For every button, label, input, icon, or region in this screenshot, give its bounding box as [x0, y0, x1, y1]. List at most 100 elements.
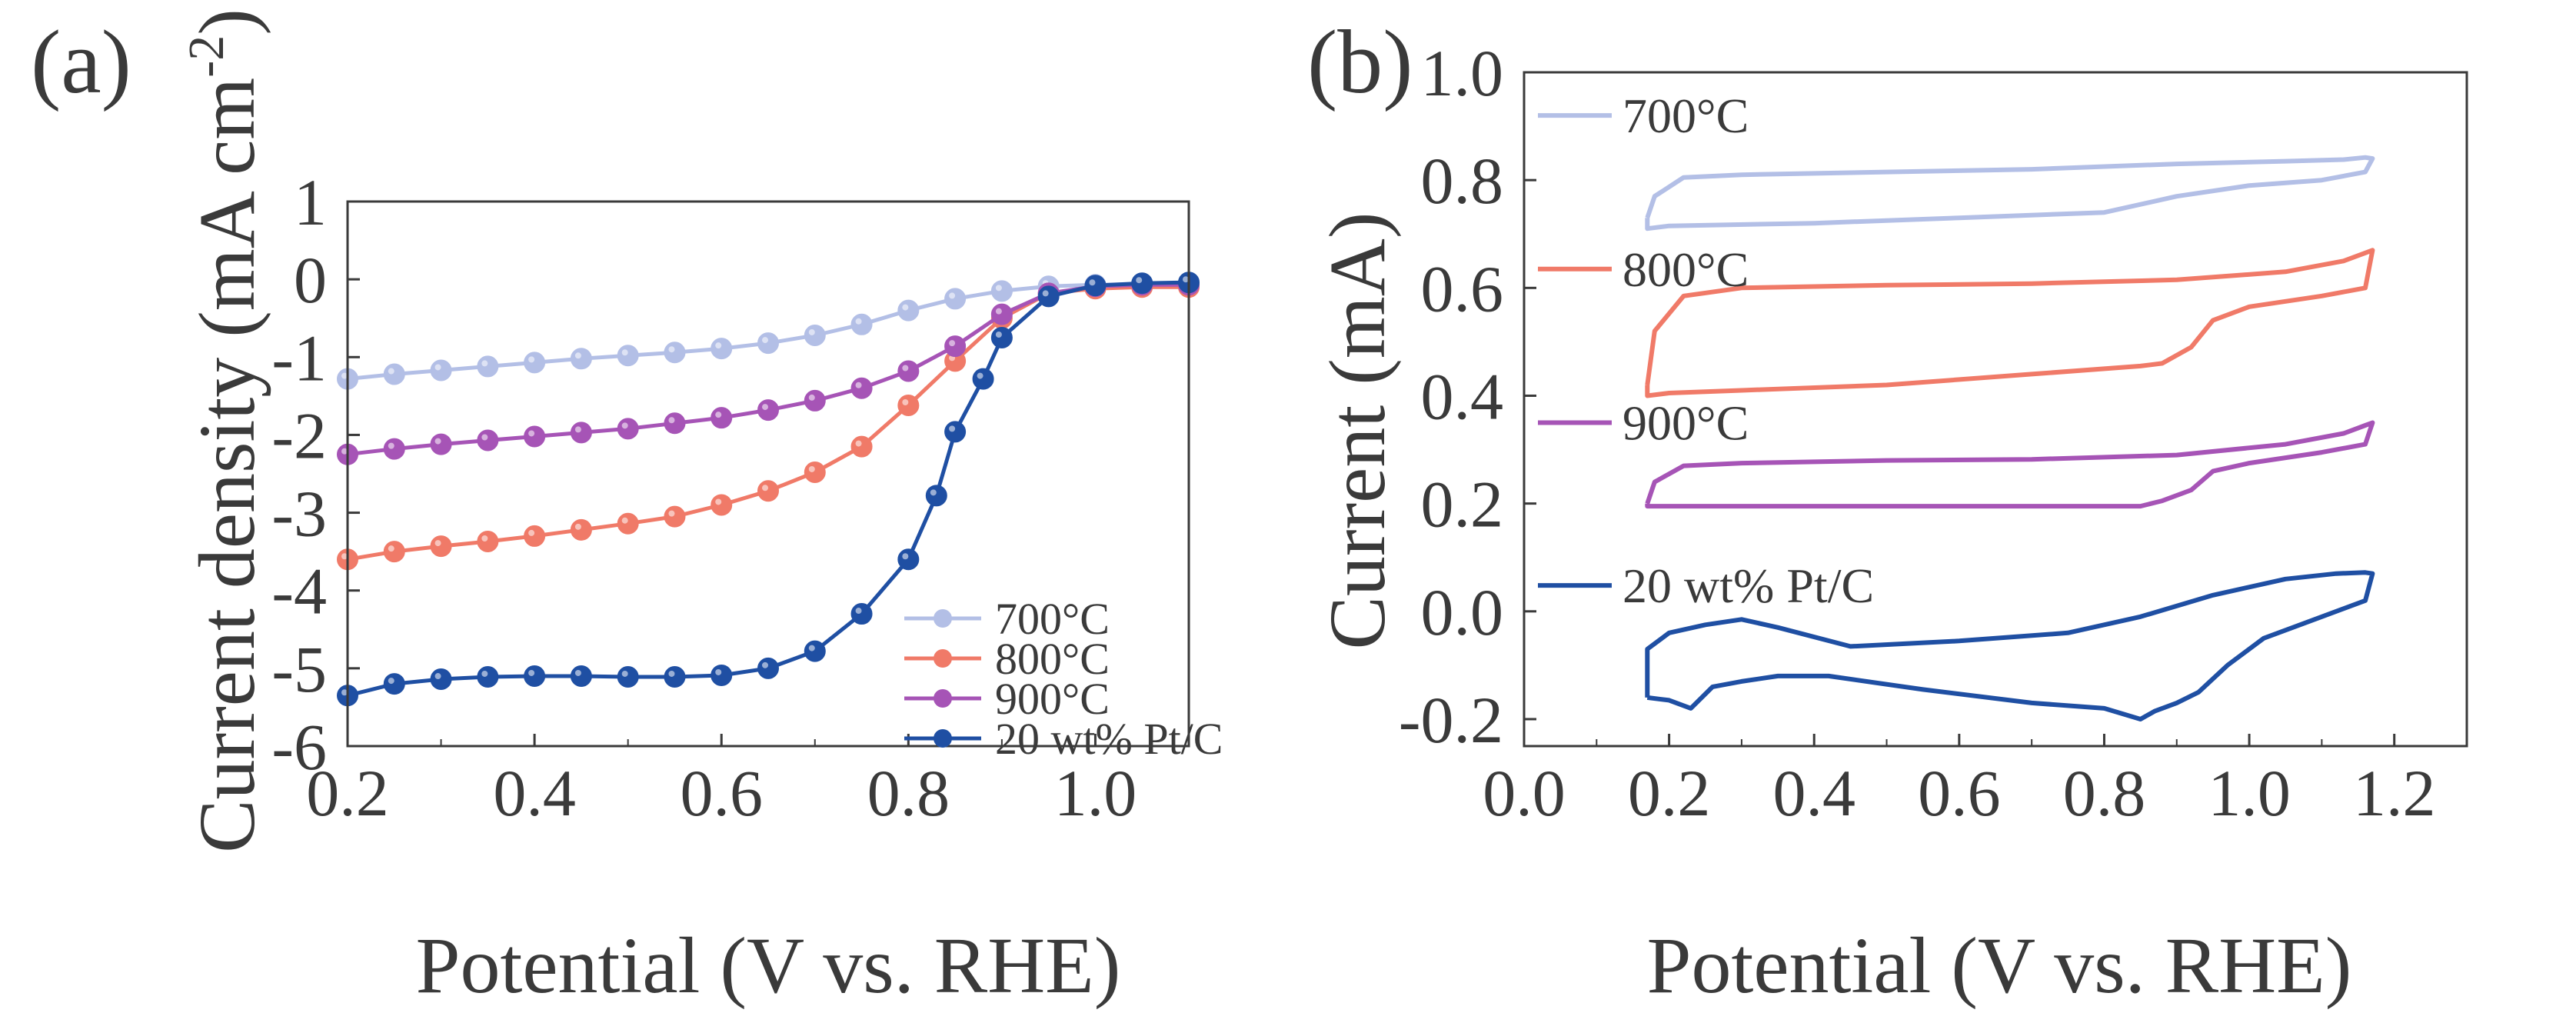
- panel-b-ylabel: Current (mA): [1313, 212, 1402, 650]
- panel-a-point-900-c: [617, 418, 639, 440]
- panel-a-point-20-wt-pt-c: [570, 665, 592, 687]
- panel-a-frame: [346, 200, 1190, 748]
- panel-a-point-highlight: [668, 670, 675, 677]
- panel-a-point-highlight: [1042, 290, 1049, 297]
- panel-b-ytick-label: 0.6: [1421, 252, 1504, 325]
- panel-b-ytick-label: 0.8: [1421, 144, 1504, 218]
- legend-a-marker-20-wt-pt-c: [934, 729, 952, 748]
- panel-a-point-20-wt-pt-c: [664, 665, 686, 688]
- panel-a-point-highlight: [388, 368, 394, 375]
- panel-a-point-20-wt-pt-c: [1131, 272, 1153, 295]
- panel-a-point-900-c: [850, 377, 873, 399]
- panel-a-point-900-c: [477, 429, 499, 452]
- panel-a-point-highlight: [668, 417, 675, 424]
- legend-a-label-700-c: 700°C: [995, 594, 1110, 644]
- panel-a-point-900-c: [757, 399, 779, 422]
- panel-a-point-highlight: [388, 678, 394, 685]
- panel-a-point-highlight: [902, 398, 909, 405]
- panel-a-point-20-wt-pt-c: [1084, 275, 1107, 297]
- panel-a-point-20-wt-pt-c: [990, 327, 1013, 348]
- panel-a-xtick-label: 1.0: [1054, 756, 1137, 830]
- panel-a-xtick-label: 0.8: [867, 756, 950, 830]
- panel-b-series-line-700-c: [1645, 155, 2375, 232]
- panel-a-point-highlight: [388, 545, 394, 552]
- panel-a-point-20-wt-pt-c: [944, 421, 967, 443]
- panel-a-point-highlight: [434, 673, 441, 680]
- panel-a-point-highlight: [388, 442, 394, 449]
- panel-a-point-20-wt-pt-c: [477, 665, 499, 688]
- panel-a-point-900-c: [664, 412, 686, 435]
- panel-a-point-highlight: [434, 438, 441, 445]
- panel-a-point-highlight: [949, 425, 956, 432]
- panel-a-point-highlight: [808, 328, 815, 335]
- panel-b-ytick-label: -0.2: [1399, 683, 1503, 757]
- panel-a-point-highlight: [1089, 279, 1096, 286]
- panel-a-point-highlight: [481, 670, 488, 677]
- panel-a-ylabel: Current density (mA cm-2): [178, 8, 271, 853]
- panel-a-point-800-c: [757, 480, 779, 502]
- panel-a-point-highlight: [715, 342, 722, 349]
- panel-a-xtick-label: 0.2: [306, 756, 389, 830]
- panel-a-point-900-c: [944, 335, 967, 358]
- panel-a-point-highlight: [995, 285, 1002, 292]
- panel-b-ytick-label: 0.4: [1421, 359, 1504, 433]
- panel-a-point-highlight: [995, 308, 1002, 315]
- panel-a-point-20-wt-pt-c: [1037, 285, 1060, 308]
- panel-a-point-highlight: [341, 372, 348, 379]
- panel-a-point-highlight: [977, 372, 983, 379]
- panel-b-ytick-label: 0.0: [1421, 575, 1504, 649]
- panel-b-series-line-800-c: [1645, 248, 2375, 398]
- panel-a-point-highlight: [341, 448, 348, 455]
- panel-a-point-20-wt-pt-c: [383, 673, 405, 695]
- panel-a-point-700-c: [430, 359, 452, 382]
- panel-a-point-highlight: [481, 360, 488, 367]
- legend-a-label-900-c: 900°C: [995, 674, 1110, 724]
- panel-b-label: (b): [1307, 12, 1413, 112]
- panel-a-point-highlight: [341, 553, 348, 560]
- panel-a-point-highlight: [668, 346, 675, 353]
- panel-b-xtick-label: 0.2: [1628, 756, 1711, 830]
- panel-a-point-highlight: [715, 412, 722, 418]
- panel-a-point-highlight: [902, 365, 909, 372]
- panel-a-xtick-label: 0.4: [493, 756, 576, 830]
- panel-b-xtick-label: 0.6: [1918, 756, 2001, 830]
- legend-a-marker-900-c: [934, 689, 952, 708]
- panel-a-point-700-c: [804, 324, 826, 346]
- panel-a-ticks: 0.2 0.4 0.6 0.8 1.0 10-1-2-3-4-5-6: [271, 165, 1137, 830]
- panel-a-point-20-wt-pt-c: [850, 603, 873, 625]
- panel-a-point-800-c: [850, 435, 873, 458]
- panel-a-point-20-wt-pt-c: [430, 668, 452, 691]
- panel-a-point-highlight: [902, 304, 909, 311]
- panel-a-point-700-c: [570, 348, 592, 370]
- panel-a-point-highlight: [481, 434, 488, 441]
- panel-a-point-800-c: [430, 535, 452, 558]
- panel-a-point-20-wt-pt-c: [524, 665, 546, 687]
- legend-b-label-20-wt-pt-c: 20 wt% Pt/C: [1622, 558, 1874, 613]
- panel-a-point-20-wt-pt-c: [897, 548, 920, 571]
- panel-b: (b) 0.0 0.2 0.4 0.6 0.8 1.0 1.2 1.0 0.8 0.6 0.4 0.2…: [1307, 12, 2468, 1010]
- panel-a-point-900-c: [990, 303, 1013, 325]
- panel-a-point-800-c: [570, 518, 592, 541]
- panel-a-point-highlight: [808, 645, 815, 651]
- legend-a-marker-700-c: [934, 609, 952, 628]
- panel-a-ytick-label: -2: [271, 398, 327, 472]
- panel-a-point-highlight: [528, 356, 535, 363]
- panel-a-point-900-c: [570, 422, 592, 444]
- panel-a-point-highlight: [762, 404, 768, 411]
- panel-b-xlabel: Potential (V vs. RHE): [1647, 921, 2352, 1010]
- panel-a-point-highlight: [528, 529, 535, 536]
- panel-a-point-highlight: [574, 426, 581, 433]
- panel-a-point-highlight: [995, 332, 1002, 338]
- panel-a-point-highlight: [621, 422, 628, 429]
- panel-a-point-700-c: [757, 332, 779, 355]
- panel-a-point-800-c: [617, 512, 639, 535]
- panel-a-point-highlight: [528, 669, 535, 676]
- panel-b-xtick-label: 0.4: [1772, 756, 1855, 830]
- panel-a-point-highlight: [481, 535, 488, 541]
- panel-a-point-700-c: [664, 342, 686, 364]
- panel-a-point-highlight: [434, 540, 441, 547]
- panel-a-point-highlight: [341, 689, 348, 696]
- panel-a-point-highlight: [930, 489, 937, 496]
- panel-b-xtick-label: 0.8: [2063, 756, 2146, 830]
